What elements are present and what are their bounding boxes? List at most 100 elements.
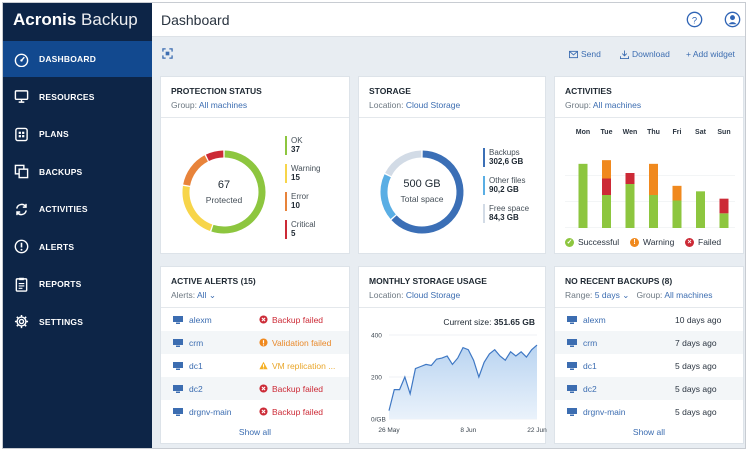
- dashboard-icon: [14, 53, 28, 67]
- machine-name[interactable]: dc2: [583, 383, 597, 394]
- warning-icon: !: [630, 237, 639, 247]
- machine-row[interactable]: crm 7 days ago: [555, 331, 743, 354]
- alerts-filter[interactable]: Alerts: All ⌄: [171, 290, 216, 301]
- storage-donut-chart: [380, 150, 464, 234]
- computer-icon: [567, 384, 577, 393]
- sidebar-item-dashboard[interactable]: DASHBOARD: [3, 41, 152, 77]
- alert-row[interactable]: dc1 VM replication ...: [161, 354, 349, 377]
- show-all-link[interactable]: Show all: [238, 427, 272, 437]
- sidebar-item-alerts[interactable]: ALERTS: [3, 229, 152, 265]
- page-title: Dashboard: [161, 12, 230, 28]
- filter-dropdown[interactable]: All: [197, 290, 207, 300]
- sidebar-item-label: SETTINGS: [39, 316, 84, 327]
- group-link[interactable]: All machines: [592, 100, 642, 110]
- bar-successful-fri: [672, 200, 682, 228]
- machine-name[interactable]: alexm: [189, 314, 212, 325]
- download-button[interactable]: Download: [620, 49, 670, 59]
- x-tick-label: Sun: [717, 129, 730, 136]
- range-dropdown[interactable]: 5 days: [594, 290, 620, 300]
- sidebar-item-label: BACKUPS: [39, 166, 83, 177]
- sidebar-item-label: ACTIVITIES: [39, 204, 88, 214]
- sidebar-item-backups[interactable]: BACKUPS: [3, 154, 152, 190]
- divider: [555, 307, 743, 308]
- alert-status: Backup failed: [259, 384, 323, 394]
- location-link[interactable]: Cloud Storage: [405, 290, 461, 300]
- x-tick-label: 26 May: [378, 427, 400, 434]
- legend-label: Free space: [489, 204, 530, 213]
- machine-row[interactable]: drgnv-main 5 days ago: [555, 400, 743, 423]
- x-tick-label: Sat: [695, 129, 707, 136]
- legend-label: Other files: [489, 176, 526, 185]
- app-logo[interactable]: Acronis Backup: [3, 3, 152, 37]
- sidebar-item-activities[interactable]: ACTIVITIES: [3, 191, 152, 227]
- legend-label: Warning: [291, 164, 321, 173]
- legend-item-free-space: Free space 84,3 GB: [483, 204, 530, 223]
- download-icon: [620, 49, 629, 59]
- machine-name[interactable]: drgnv-main: [583, 406, 626, 417]
- sidebar-item-resources[interactable]: RESOURCES: [3, 79, 152, 115]
- help-icon[interactable]: ?: [686, 11, 703, 28]
- add-widget-button[interactable]: + Add widget: [686, 49, 735, 59]
- widget-title: STORAGE: [369, 86, 411, 96]
- group-filter[interactable]: Group: All machines: [565, 100, 641, 110]
- no-recent-backups-widget: NO RECENT BACKUPS (8) Range: 5 days ⌄ Gr…: [554, 266, 744, 444]
- donut-segment-error: [183, 155, 209, 186]
- alert-row[interactable]: dc2 Backup failed: [161, 377, 349, 400]
- location-link[interactable]: Cloud Storage: [405, 100, 461, 110]
- machine-row[interactable]: dc2 5 days ago: [555, 377, 743, 400]
- alert-row[interactable]: alexm Backup failed: [161, 308, 349, 331]
- legend-value: 90,2 GB: [489, 185, 519, 194]
- machine-name[interactable]: dc1: [583, 360, 597, 371]
- bar-successful-sat: [696, 191, 705, 228]
- bar-warning-fri: [672, 185, 682, 201]
- active-alerts-widget: ACTIVE ALERTS (15) Alerts: All ⌄ alexm Ba…: [160, 266, 350, 444]
- bar-successful-mon: [578, 163, 588, 228]
- user-account-icon[interactable]: [724, 11, 741, 28]
- sidebar-item-reports[interactable]: REPORTS: [3, 266, 152, 302]
- legend-value: 37: [291, 145, 300, 154]
- alert-status-text: Backup failed: [272, 383, 324, 394]
- group-label: Group:: [565, 100, 591, 110]
- legend-item-error: Error 10: [285, 192, 309, 211]
- total-space-label: Total space: [400, 194, 444, 204]
- sidebar-item-settings[interactable]: SETTINGS: [3, 304, 152, 340]
- location-filter[interactable]: Location: Cloud Storage: [369, 290, 460, 300]
- bar-successful-thu: [649, 195, 658, 228]
- alert-status-text: Backup failed: [272, 314, 324, 325]
- machine-name[interactable]: dc2: [189, 383, 203, 394]
- total-space-value: 500 GB: [403, 178, 441, 190]
- sidebar-item-label: PLANS: [39, 129, 69, 139]
- machine-row[interactable]: alexm 10 days ago: [555, 308, 743, 331]
- protected-count: 67: [217, 179, 231, 191]
- machine-name[interactable]: crm: [189, 337, 204, 348]
- bar-successful-wen: [625, 184, 635, 228]
- activities-icon-wrap: [3, 202, 39, 217]
- legend-swatch: [483, 148, 485, 167]
- divider: [359, 307, 545, 308]
- machine-name[interactable]: crm: [583, 337, 598, 348]
- machine-name[interactable]: alexm: [583, 314, 606, 325]
- sidebar-item-plans[interactable]: PLANS: [3, 116, 152, 152]
- machine-row[interactable]: dc1 5 days ago: [555, 354, 743, 377]
- fullscreen-icon[interactable]: [162, 48, 173, 59]
- divider: [161, 307, 349, 308]
- range-filter[interactable]: Range: 5 days ⌄ Group: All machines: [565, 290, 713, 301]
- alert-status-text: Backup failed: [272, 406, 324, 417]
- location-filter[interactable]: Location: Cloud Storage: [369, 100, 460, 110]
- top-bar: Dashboard ?: [152, 3, 745, 37]
- alert-row[interactable]: crm Validation failed: [161, 331, 349, 354]
- send-button[interactable]: Send: [569, 49, 601, 59]
- current-size-label: Current size:: [443, 317, 492, 327]
- legend-value: 15: [291, 173, 300, 182]
- group-link[interactable]: All machines: [664, 290, 713, 300]
- show-all-link[interactable]: Show all: [632, 427, 666, 437]
- machine-name[interactable]: dc1: [189, 360, 203, 371]
- divider: [555, 117, 743, 118]
- alert-row[interactable]: drgnv-main Backup failed: [161, 400, 349, 423]
- group-filter[interactable]: Group: All machines: [171, 100, 247, 110]
- legend-swatch: [285, 192, 287, 211]
- legend-label: Critical: [291, 220, 316, 229]
- group-link[interactable]: All machines: [198, 100, 248, 110]
- machine-name[interactable]: drgnv-main: [189, 406, 232, 417]
- widget-title: PROTECTION STATUS: [171, 86, 262, 96]
